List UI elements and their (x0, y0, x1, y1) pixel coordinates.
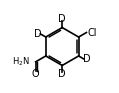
Text: D: D (58, 14, 66, 24)
Text: O: O (32, 69, 40, 79)
Text: D: D (83, 54, 90, 64)
Text: D: D (58, 69, 66, 79)
Text: D: D (34, 29, 42, 39)
Text: H$_2$N: H$_2$N (12, 55, 30, 68)
Text: Cl: Cl (87, 28, 97, 37)
